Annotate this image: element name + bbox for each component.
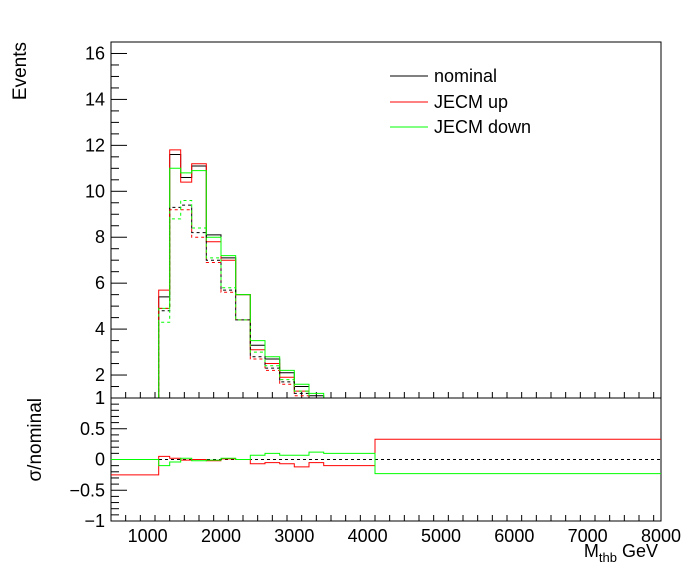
y-tick-label: 4 bbox=[95, 319, 105, 339]
x-axis-label-main: M bbox=[584, 541, 599, 561]
legend: nominal JECM up JECM down bbox=[390, 66, 531, 137]
legend-label-nominal: nominal bbox=[434, 66, 497, 86]
x-tick-label: 3000 bbox=[274, 526, 314, 546]
y-tick-label: 2 bbox=[95, 365, 105, 385]
histogram-series-dashed-5 bbox=[111, 200, 661, 399]
x-tick-label: 7000 bbox=[568, 526, 608, 546]
x-tick-label: 6000 bbox=[494, 526, 534, 546]
x-tick-label: 4000 bbox=[348, 526, 388, 546]
y-tick-label: 1 bbox=[95, 388, 105, 408]
x-tick-label: 1000 bbox=[128, 526, 168, 546]
ratio-y-tick-label: 0 bbox=[95, 450, 105, 470]
y-tick-label: 8 bbox=[95, 227, 105, 247]
ratio-y-tick-label: 1 bbox=[95, 388, 105, 408]
ratio-y-tick-label: 0.5 bbox=[80, 419, 105, 439]
legend-label-jecm-up: JECM up bbox=[434, 92, 508, 112]
y-axis-label-ratio: σ/nominal bbox=[25, 398, 46, 482]
x-axis-label-unit: GeV bbox=[617, 541, 658, 561]
ratio-series-jecm-down bbox=[111, 451, 661, 475]
histogram-series-dashed-4 bbox=[111, 209, 661, 399]
y-axis-label-events: Events bbox=[10, 42, 31, 100]
histogram-series-jecm-up bbox=[111, 149, 661, 399]
x-axis-label: Mthb GeV bbox=[584, 541, 658, 565]
y-tick-label: 6 bbox=[95, 273, 105, 293]
y-tick-label: 14 bbox=[85, 89, 105, 109]
ratio-y-tick-label: −0.5 bbox=[69, 480, 105, 500]
y-tick-label: 10 bbox=[85, 181, 105, 201]
y-tick-label: 12 bbox=[85, 135, 105, 155]
x-tick-label: 8000 bbox=[641, 526, 681, 546]
legend-label-jecm-down: JECM down bbox=[434, 117, 531, 137]
ratio-series-jecm-up bbox=[111, 438, 661, 476]
x-axis-label-subscript: thb bbox=[599, 550, 617, 565]
ratio-panel: −1 −0.5 0 0.5 1 1000 2000 3000 4000 5000 6000 7000 8… bbox=[69, 388, 681, 546]
histogram-series-nominal bbox=[111, 154, 661, 399]
top-plot-frame bbox=[110, 41, 662, 399]
histogram-series-dashed-3 bbox=[111, 204, 661, 399]
x-tick-label: 2000 bbox=[201, 526, 241, 546]
top-panel: 2 4 6 8 10 12 14 16 1 bbox=[85, 41, 662, 408]
y-tick-label: 16 bbox=[85, 43, 105, 63]
histogram-series-jecm-down bbox=[111, 167, 661, 399]
x-tick-label: 5000 bbox=[421, 526, 461, 546]
ratio-y-tick-label: −1 bbox=[84, 511, 105, 531]
